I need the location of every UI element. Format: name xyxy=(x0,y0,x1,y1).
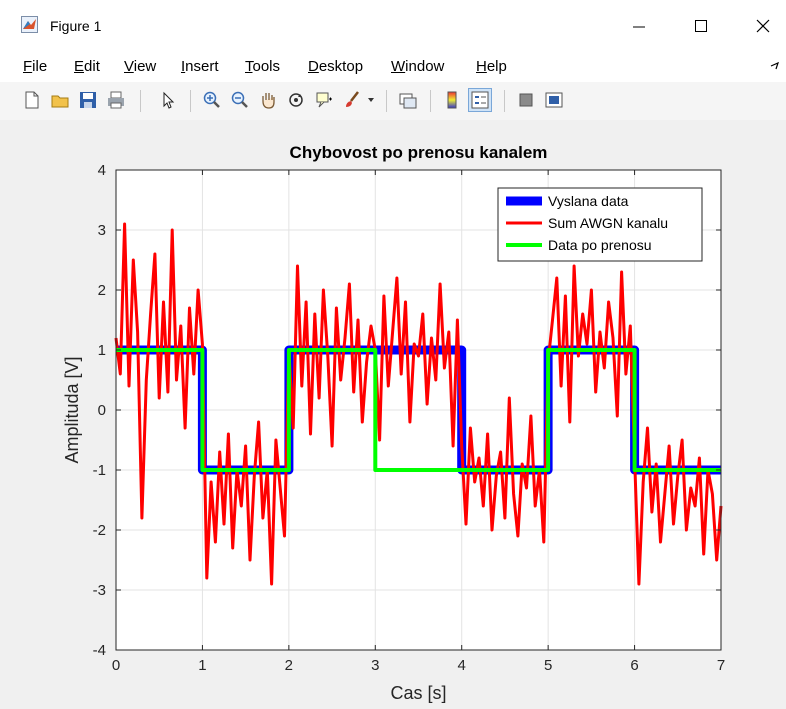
pan-icon xyxy=(262,93,275,109)
toolbar-separator xyxy=(140,90,141,112)
open-file-button[interactable] xyxy=(48,88,72,112)
colorbar-button[interactable] xyxy=(440,88,464,112)
menu-insert[interactable]: Insert xyxy=(181,58,219,75)
toolbar-separator xyxy=(504,90,505,112)
link-plot-icon xyxy=(399,93,417,109)
legend-label: Data po prenosu xyxy=(548,237,652,253)
save-icon xyxy=(80,92,96,108)
window-titlebar: Figure 1 xyxy=(0,0,786,52)
brush-button[interactable] xyxy=(340,88,364,112)
pan-button[interactable] xyxy=(256,88,280,112)
print-icon xyxy=(108,91,124,109)
show-plot-tools-icon xyxy=(545,92,563,108)
save-button[interactable] xyxy=(76,88,100,112)
menu-bar: File Edit View Insert Tools Desktop Wind… xyxy=(0,52,786,82)
open-file-icon xyxy=(51,95,69,108)
menu-help[interactable]: Help xyxy=(476,58,507,75)
x-tick-label: 5 xyxy=(544,657,552,674)
y-tick-label: -3 xyxy=(93,582,106,599)
dock-arrow-icon[interactable] xyxy=(770,60,780,70)
link-plot-button[interactable] xyxy=(396,88,420,112)
y-tick-label: -4 xyxy=(93,642,106,659)
legend-button[interactable] xyxy=(468,88,492,112)
menu-file[interactable]: File xyxy=(23,58,48,75)
chart-title: Chybovost po prenosu kanalem xyxy=(290,143,548,162)
menu-window[interactable]: Window xyxy=(391,58,445,75)
x-tick-label: 7 xyxy=(717,657,725,674)
y-tick-label: 2 xyxy=(98,282,106,299)
y-tick-label: 1 xyxy=(98,342,106,359)
rotate-3d-icon xyxy=(289,93,303,107)
x-tick-label: 0 xyxy=(112,657,120,674)
x-axis-label: Cas [s] xyxy=(390,683,446,703)
brush-dropdown-button[interactable] xyxy=(364,88,378,112)
zoom-in-button[interactable] xyxy=(200,88,224,112)
x-tick-label: 3 xyxy=(371,657,379,674)
y-tick-label: 4 xyxy=(98,162,106,179)
series-line-3 xyxy=(116,348,721,472)
new-figure-button[interactable] xyxy=(20,88,44,112)
new-figure-icon xyxy=(25,91,39,109)
hide-plot-tools-icon xyxy=(519,93,533,107)
menu-view[interactable]: View xyxy=(124,58,157,75)
figure-canvas[interactable]: 0 1 2 3 4 5 6 7 -4 -3 -2 -1 0 1 2 3 4 Chybovost po prenos… xyxy=(0,120,786,709)
close-icon xyxy=(756,19,770,33)
minimize-button[interactable] xyxy=(616,10,662,42)
x-tick-label: 1 xyxy=(198,657,206,674)
x-tick-label: 6 xyxy=(630,657,638,674)
menu-desktop[interactable]: Desktop xyxy=(308,58,364,75)
menu-tools[interactable]: Tools xyxy=(245,58,281,75)
maximize-icon xyxy=(695,20,707,32)
edit-plot-button[interactable] xyxy=(156,88,180,112)
colorbar-icon xyxy=(447,91,457,109)
print-button[interactable] xyxy=(104,88,128,112)
line-chart[interactable]: 0 1 2 3 4 5 6 7 -4 -3 -2 -1 0 1 2 3 4 Chybovost po prenos… xyxy=(0,120,786,709)
legend-label: Vyslana data xyxy=(548,193,629,209)
y-tick-label: 3 xyxy=(98,222,106,239)
data-cursor-icon xyxy=(316,92,332,108)
show-plot-tools-button[interactable] xyxy=(542,88,566,112)
legend-icon xyxy=(471,91,489,109)
close-button[interactable] xyxy=(740,10,786,42)
data-cursor-button[interactable] xyxy=(312,88,336,112)
menu-edit[interactable]: Edit xyxy=(74,58,100,75)
x-tick-label: 4 xyxy=(458,657,466,674)
toolbar-separator xyxy=(190,90,191,112)
hide-plot-tools-button[interactable] xyxy=(514,88,538,112)
legend-label: Sum AWGN kanalu xyxy=(548,215,668,231)
rotate-3d-button[interactable] xyxy=(284,88,308,112)
y-tick-label: 0 xyxy=(98,402,106,419)
pointer-icon xyxy=(163,91,175,109)
zoom-out-icon xyxy=(231,91,248,108)
matlab-logo-icon xyxy=(21,16,38,33)
y-tick-label: -2 xyxy=(93,522,106,539)
zoom-out-button[interactable] xyxy=(228,88,252,112)
window-title: Figure 1 xyxy=(50,18,102,34)
maximize-button[interactable] xyxy=(678,10,724,42)
brush-icon xyxy=(346,91,359,107)
figure-toolbar xyxy=(0,82,786,121)
toolbar-separator xyxy=(386,90,387,112)
chevron-down-icon xyxy=(368,98,374,102)
zoom-in-icon xyxy=(203,91,220,108)
minimize-icon xyxy=(633,26,645,28)
y-axis-label: Amplituda [V] xyxy=(62,356,82,463)
series-line-2 xyxy=(114,222,723,586)
toolbar-separator xyxy=(430,90,431,112)
x-tick-label: 2 xyxy=(285,657,293,674)
y-tick-label: -1 xyxy=(93,462,106,479)
